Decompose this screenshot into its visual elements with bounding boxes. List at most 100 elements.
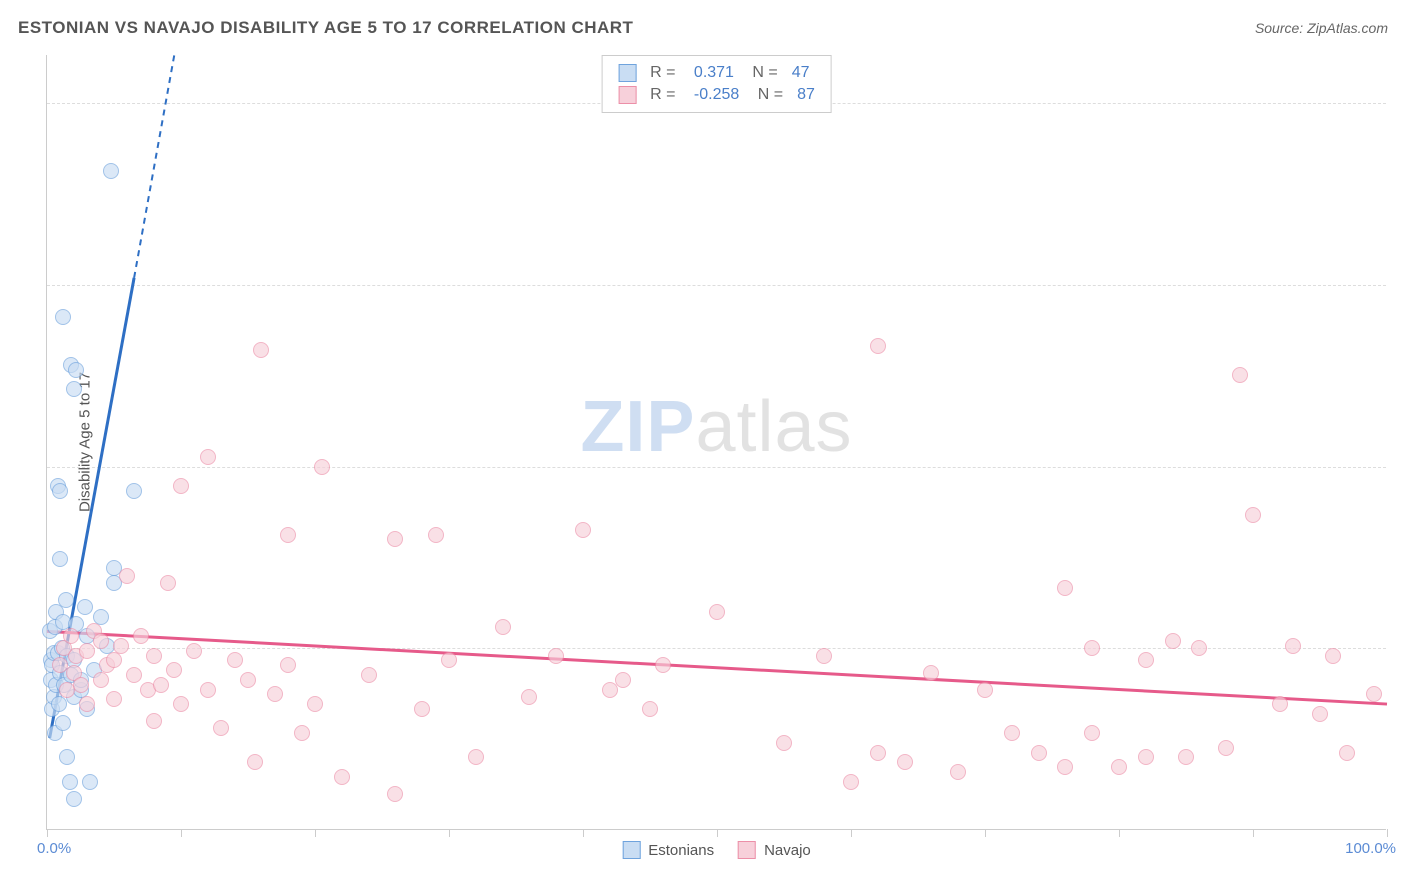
- trend-lines: [47, 55, 1387, 830]
- x-tick: [1387, 829, 1388, 837]
- data-point: [160, 575, 176, 591]
- data-point: [642, 701, 658, 717]
- data-point: [776, 735, 792, 751]
- data-point: [173, 696, 189, 712]
- data-point: [1138, 652, 1154, 668]
- data-point: [82, 774, 98, 790]
- data-point: [126, 667, 142, 683]
- x-tick: [985, 829, 986, 837]
- data-point: [870, 338, 886, 354]
- data-point: [52, 551, 68, 567]
- data-point: [1339, 745, 1355, 761]
- data-point: [68, 362, 84, 378]
- x-tick: [583, 829, 584, 837]
- chart-header: ESTONIAN VS NAVAJO DISABILITY AGE 5 TO 1…: [18, 18, 1388, 38]
- watermark-light: atlas: [695, 387, 852, 467]
- data-point: [361, 667, 377, 683]
- data-point: [58, 592, 74, 608]
- data-point: [1057, 759, 1073, 775]
- r-value-estonians: 0.371: [694, 64, 734, 82]
- data-point: [119, 568, 135, 584]
- data-point: [495, 619, 511, 635]
- data-point: [655, 657, 671, 673]
- y-tick-label: 15.0%: [1396, 458, 1406, 475]
- data-point: [280, 527, 296, 543]
- data-point: [1084, 640, 1100, 656]
- data-point: [247, 754, 263, 770]
- data-point: [977, 682, 993, 698]
- x-tick: [1253, 829, 1254, 837]
- data-point: [1057, 580, 1073, 596]
- data-point: [1165, 633, 1181, 649]
- data-point: [1218, 740, 1234, 756]
- data-point: [709, 604, 725, 620]
- data-point: [521, 689, 537, 705]
- data-point: [1004, 725, 1020, 741]
- data-point: [186, 643, 202, 659]
- y-tick-label: 30.0%: [1396, 95, 1406, 112]
- legend-item-estonians: Estonians: [622, 841, 714, 859]
- data-point: [253, 342, 269, 358]
- data-point: [950, 764, 966, 780]
- scatter-plot-area: ZIPatlas Disability Age 5 to 17 R = 0.37…: [46, 55, 1386, 830]
- data-point: [1312, 706, 1328, 722]
- data-point: [59, 749, 75, 765]
- y-tick-label: 7.5%: [1396, 640, 1406, 657]
- data-point: [307, 696, 323, 712]
- data-point: [1191, 640, 1207, 656]
- data-point: [173, 478, 189, 494]
- x-axis-min-label: 0.0%: [37, 840, 71, 857]
- watermark: ZIPatlas: [580, 386, 852, 468]
- data-point: [79, 696, 95, 712]
- watermark-bold: ZIP: [580, 387, 695, 467]
- gridline: [47, 285, 1386, 286]
- x-tick: [181, 829, 182, 837]
- y-tick-label: 22.5%: [1396, 277, 1406, 294]
- data-point: [240, 672, 256, 688]
- data-point: [55, 715, 71, 731]
- data-point: [334, 769, 350, 785]
- data-point: [146, 648, 162, 664]
- data-point: [870, 745, 886, 761]
- chart-title: ESTONIAN VS NAVAJO DISABILITY AGE 5 TO 1…: [18, 18, 633, 38]
- data-point: [146, 713, 162, 729]
- data-point: [414, 701, 430, 717]
- data-point: [66, 381, 82, 397]
- data-point: [575, 522, 591, 538]
- data-point: [227, 652, 243, 668]
- x-tick: [47, 829, 48, 837]
- data-point: [93, 672, 109, 688]
- data-point: [66, 791, 82, 807]
- x-tick: [315, 829, 316, 837]
- x-tick: [1119, 829, 1120, 837]
- data-point: [843, 774, 859, 790]
- data-point: [1084, 725, 1100, 741]
- data-point: [73, 677, 89, 693]
- data-point: [816, 648, 832, 664]
- data-point: [200, 682, 216, 698]
- data-point: [923, 665, 939, 681]
- data-point: [314, 459, 330, 475]
- data-point: [615, 672, 631, 688]
- correlation-row-navajo: R = -0.258 N = 87: [618, 84, 815, 106]
- series-legend: Estonians Navajo: [622, 841, 811, 859]
- data-point: [62, 774, 78, 790]
- swatch-navajo-icon: [618, 86, 636, 104]
- legend-item-navajo: Navajo: [738, 841, 811, 859]
- source-label: Source: ZipAtlas.com: [1255, 20, 1388, 36]
- data-point: [213, 720, 229, 736]
- swatch-navajo-icon: [738, 841, 756, 859]
- data-point: [548, 648, 564, 664]
- data-point: [387, 786, 403, 802]
- gridline: [47, 648, 1386, 649]
- swatch-estonians-icon: [618, 64, 636, 82]
- data-point: [153, 677, 169, 693]
- data-point: [93, 633, 109, 649]
- data-point: [103, 163, 119, 179]
- x-axis-max-label: 100.0%: [1345, 840, 1396, 857]
- data-point: [428, 527, 444, 543]
- data-point: [1325, 648, 1341, 664]
- data-point: [1272, 696, 1288, 712]
- x-tick: [717, 829, 718, 837]
- data-point: [106, 691, 122, 707]
